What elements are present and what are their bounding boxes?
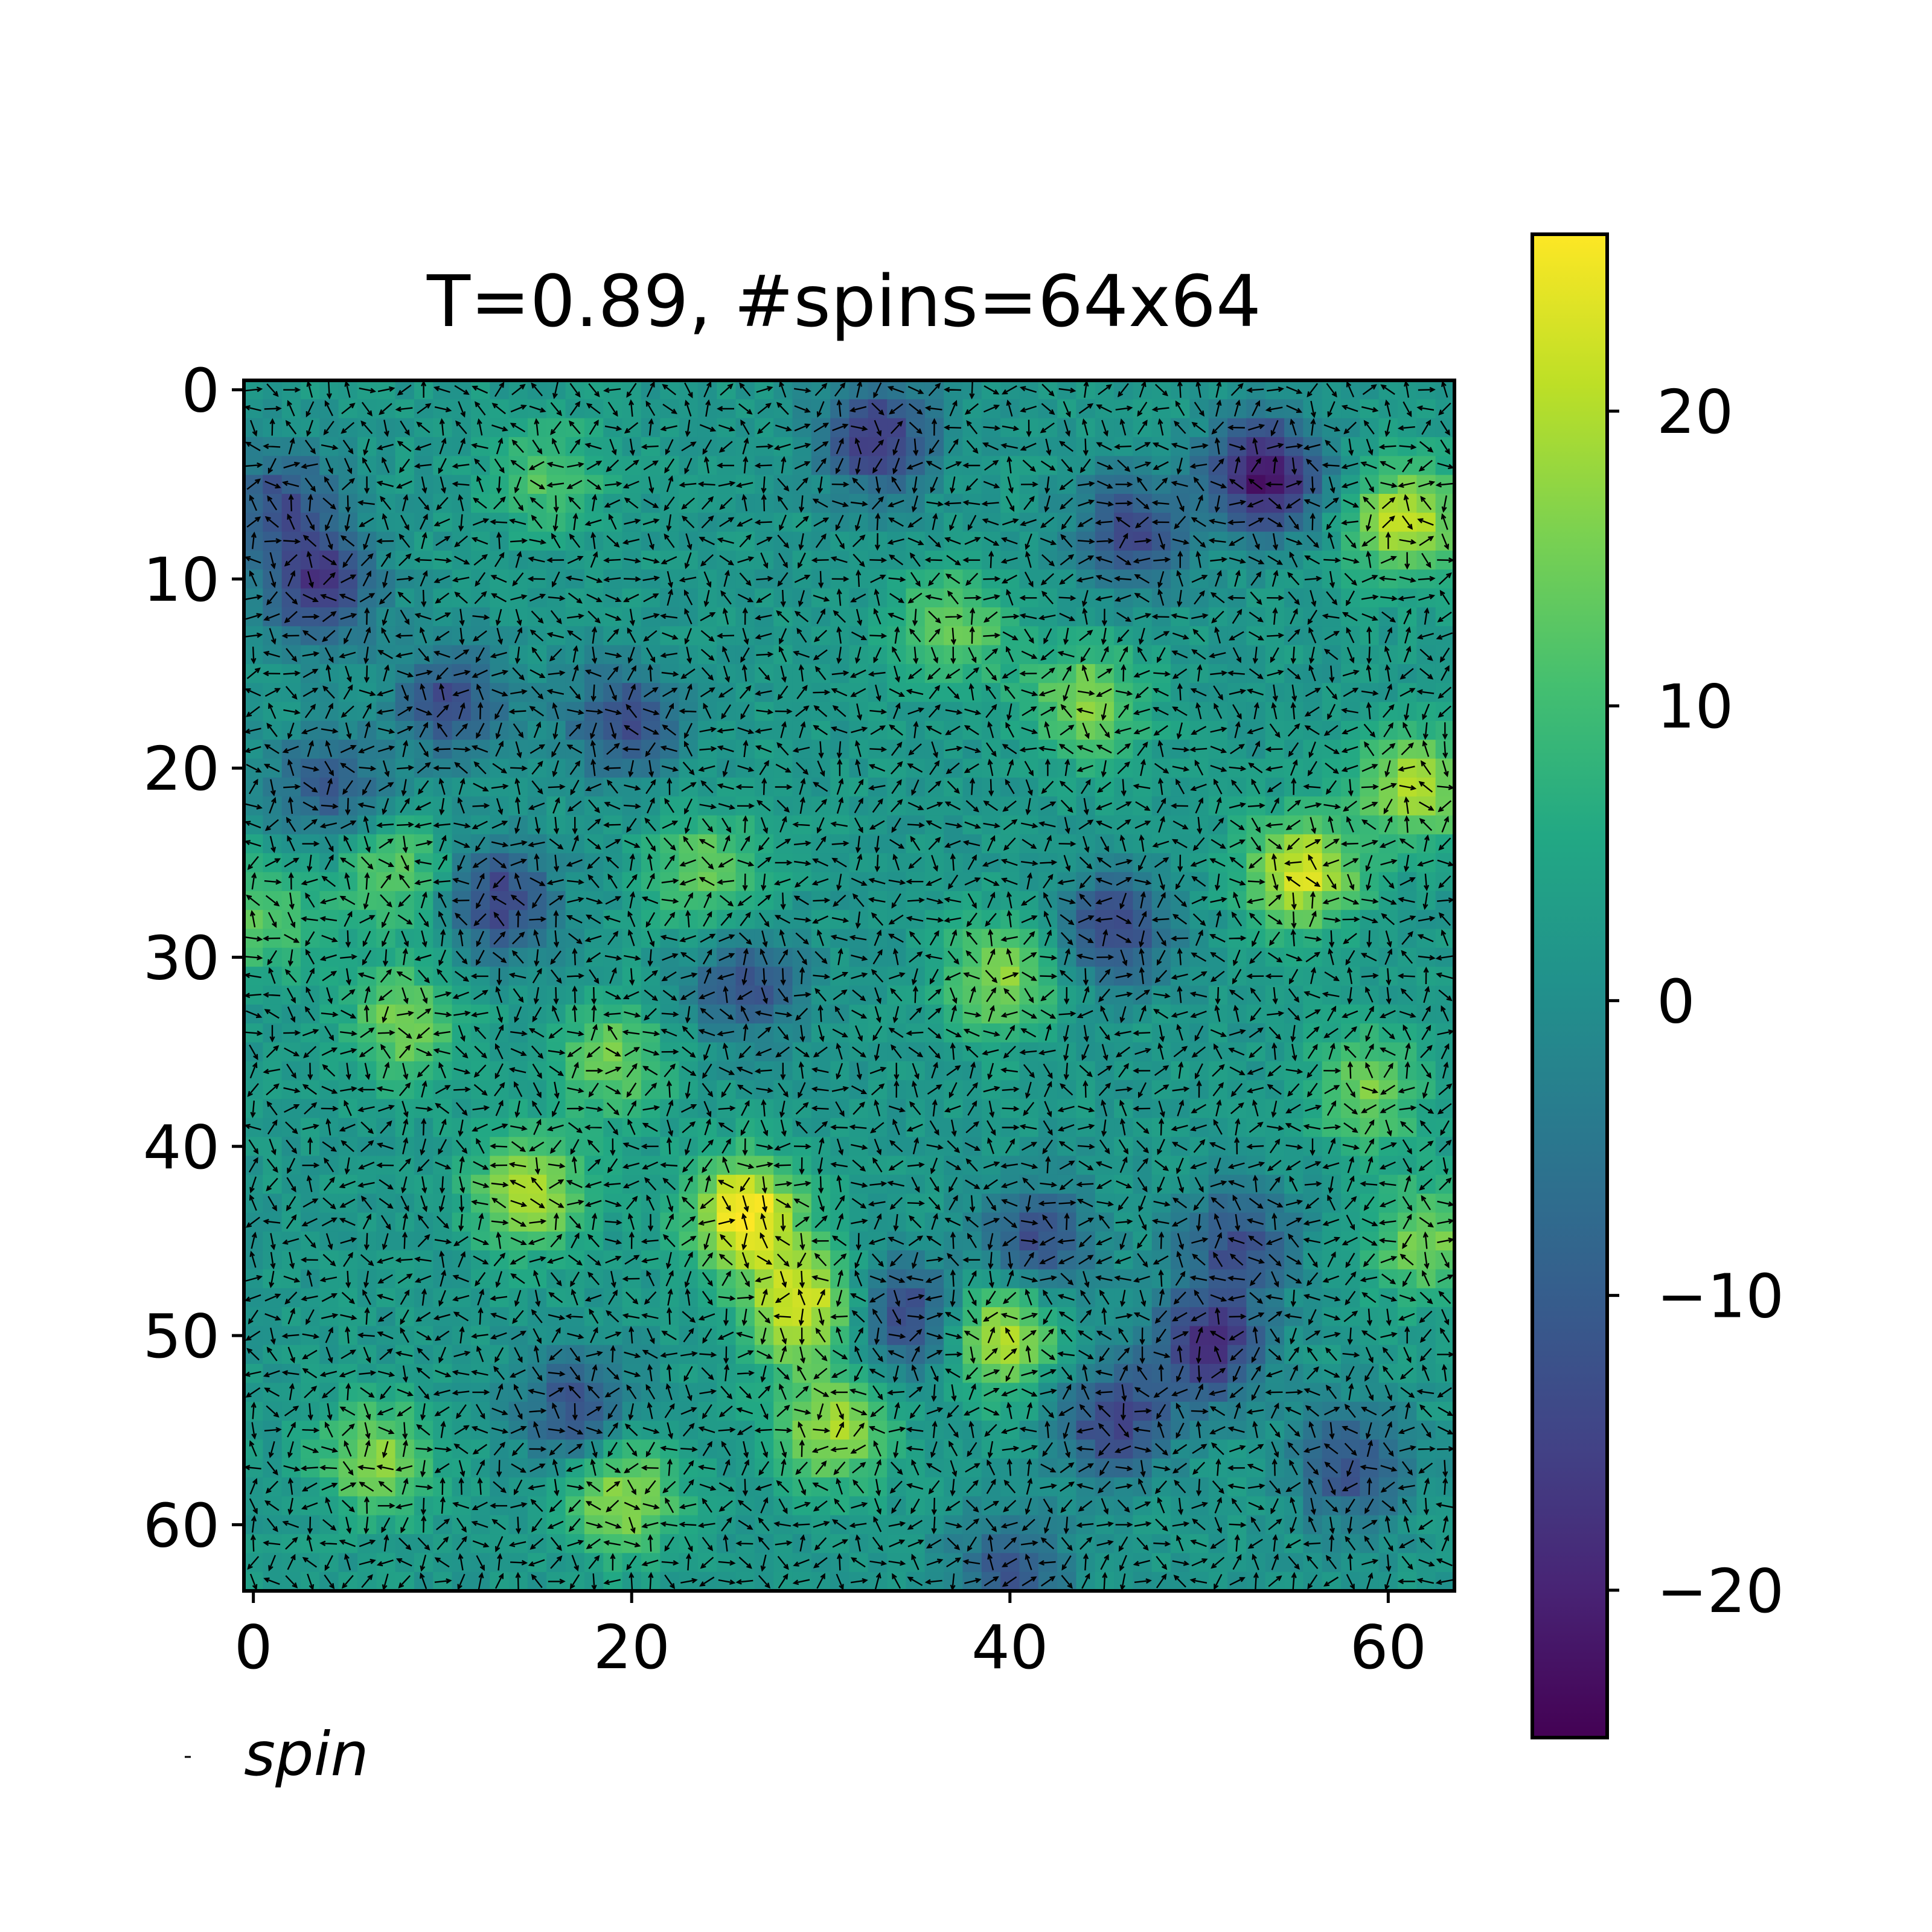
x-tick-label: 60	[1350, 1612, 1427, 1683]
plot-area	[242, 379, 1456, 1593]
colorbar-tick-label: 10	[1657, 671, 1733, 742]
x-tick-label: 40	[971, 1612, 1048, 1683]
heatmap-cells	[244, 380, 1455, 1591]
y-tick-label: 0	[181, 356, 220, 426]
y-tick-label: 20	[143, 734, 220, 804]
colorbar-tick-label: −20	[1657, 1556, 1784, 1627]
y-tick-label: 40	[143, 1112, 220, 1183]
chart-title: T=0.89, #spins=64x64	[426, 260, 1261, 343]
y-tick-label: 30	[143, 923, 220, 994]
colorbar-tick-label: 0	[1657, 966, 1695, 1037]
y-tick-label: 60	[143, 1490, 220, 1561]
colorbar-gradient	[1532, 234, 1607, 1738]
x-tick-label: 20	[593, 1612, 670, 1683]
colorbar-tick-label: 20	[1657, 377, 1733, 447]
colorbar-tick-label: −10	[1657, 1261, 1784, 1332]
x-tick-label: 0	[234, 1612, 273, 1683]
y-tick-label: 50	[143, 1301, 220, 1372]
y-tick-label: 10	[143, 545, 220, 615]
legend-spin-label: spin	[244, 1719, 369, 1790]
